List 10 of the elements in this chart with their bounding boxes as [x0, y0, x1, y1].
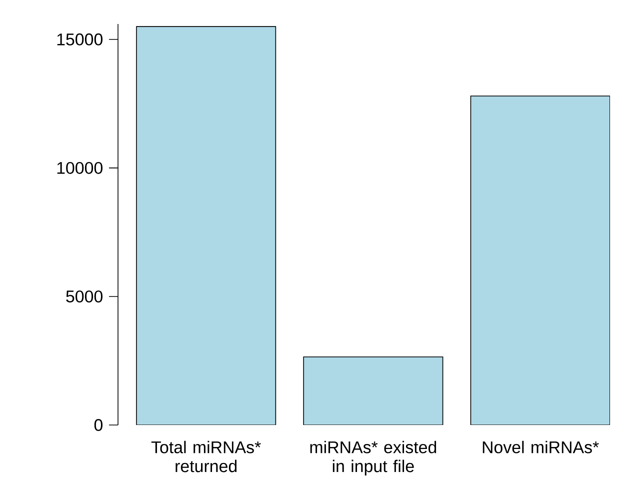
bar	[304, 356, 443, 425]
bar	[470, 95, 610, 425]
y-tick-label: 10000	[57, 162, 102, 174]
x-tick-label: Novel miRNAs*	[482, 440, 599, 454]
bar	[136, 26, 276, 425]
x-tick-label: Total miRNAs* returned	[151, 440, 261, 472]
x-tick-label: miRNAs* existed in input file	[310, 440, 436, 476]
y-tick-label: 5000	[66, 290, 102, 302]
y-tick-label: 15000	[57, 33, 102, 46]
y-tick-label: 0	[94, 418, 103, 431]
